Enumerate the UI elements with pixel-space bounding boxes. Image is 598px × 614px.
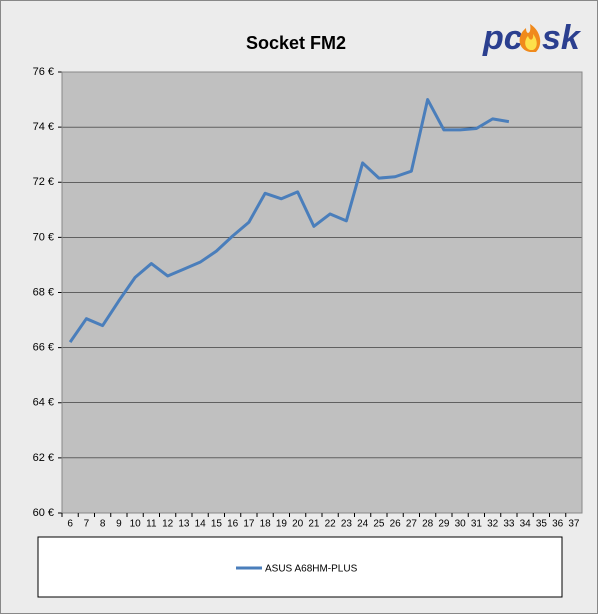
x-tick-label: 37 <box>568 519 580 530</box>
x-tick-label: 19 <box>276 519 288 530</box>
x-tick-label: 17 <box>243 519 255 530</box>
logo-text: pc <box>482 19 523 57</box>
y-tick-label: 70 € <box>33 231 54 243</box>
x-tick-label: 20 <box>292 519 304 530</box>
x-tick-label: 23 <box>341 519 353 530</box>
logo-text: sk <box>542 19 582 57</box>
x-tick-label: 27 <box>406 519 418 530</box>
y-tick-label: 60 € <box>33 507 54 519</box>
x-tick-label: 33 <box>503 519 515 530</box>
x-tick-label: 11 <box>146 519 157 530</box>
x-tick-label: 34 <box>520 519 532 530</box>
x-tick-label: 32 <box>487 519 499 530</box>
y-tick-label: 68 € <box>33 286 54 298</box>
x-tick-label: 29 <box>438 519 450 530</box>
x-tick-label: 16 <box>227 519 239 530</box>
y-tick-label: 64 € <box>33 397 54 409</box>
logo-flame-inner <box>525 34 537 50</box>
x-tick-label: 9 <box>116 519 122 530</box>
x-tick-label: 6 <box>67 519 73 530</box>
x-tick-label: 18 <box>260 519 272 530</box>
x-tick-label: 13 <box>178 519 190 530</box>
x-tick-label: 8 <box>100 519 106 530</box>
x-tick-label: 15 <box>211 519 223 530</box>
x-tick-label: 26 <box>390 519 402 530</box>
y-tick-label: 74 € <box>33 121 54 133</box>
x-tick-label: 28 <box>422 519 434 530</box>
x-tick-label: 21 <box>308 519 320 530</box>
legend <box>37 536 563 598</box>
x-tick-label: 24 <box>357 519 369 530</box>
y-tick-label: 76 € <box>33 66 54 78</box>
legend-label: ASUS A68HM-PLUS <box>265 564 358 575</box>
x-tick-label: 22 <box>325 519 337 530</box>
x-tick-label: 35 <box>536 519 548 530</box>
logo: pc sk <box>482 19 582 57</box>
x-tick-label: 30 <box>455 519 467 530</box>
series-line <box>68 98 510 343</box>
x-tick-label: 36 <box>552 519 564 530</box>
x-tick-label: 25 <box>373 519 385 530</box>
x-tick-label: 10 <box>130 519 142 530</box>
y-tick-label: 62 € <box>33 452 54 464</box>
y-tick-label: 72 € <box>33 176 54 188</box>
x-tick-label: 31 <box>471 519 483 530</box>
y-tick-label: 66 € <box>33 342 54 354</box>
chart-title: Socket FM2 <box>246 33 346 53</box>
x-tick-label: 14 <box>195 519 207 530</box>
x-tick-label: 7 <box>84 519 90 530</box>
x-tick-label: 12 <box>162 519 174 530</box>
